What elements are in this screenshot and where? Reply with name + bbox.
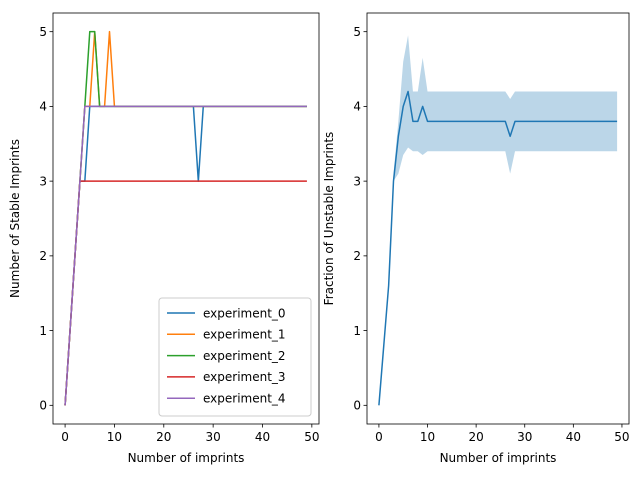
x-tick-label: 50 xyxy=(614,430,629,444)
legend-entry: experiment_2 xyxy=(203,349,286,363)
y-tick-label: 2 xyxy=(353,249,361,263)
x-tick-label: 0 xyxy=(61,430,69,444)
y-tick-label: 1 xyxy=(353,324,361,338)
confidence-band xyxy=(378,35,618,406)
x-axis-label: Number of imprints xyxy=(440,451,557,465)
axes-frame xyxy=(366,12,630,425)
legend-entry: experiment_3 xyxy=(203,370,286,384)
y-tick-label: 4 xyxy=(353,100,361,114)
y-axis-label: Number of Stable Imprints xyxy=(8,139,22,298)
y-tick-label: 3 xyxy=(39,174,47,188)
y-tick-label: 5 xyxy=(353,25,361,39)
x-tick-label: 10 xyxy=(107,430,122,444)
y-tick-label: 3 xyxy=(353,174,361,188)
x-tick-label: 20 xyxy=(468,430,483,444)
y-tick-label: 4 xyxy=(39,100,47,114)
y-axis-label: Fraction of Unstable Imprints xyxy=(322,132,336,306)
legend: experiment_0 experiment_1 experiment_2expe… xyxy=(158,297,312,417)
x-tick-label: 20 xyxy=(156,430,171,444)
x-tick-label: 50 xyxy=(304,430,319,444)
y-tick-label: 2 xyxy=(39,249,47,263)
x-tick-label: 10 xyxy=(420,430,435,444)
legend-entry: experiment_4 xyxy=(203,392,286,406)
unstable-imprints-chart: 0 10 20 30 40 50 0 1 2 3 4 5 Number of imprints Fract… xyxy=(322,12,630,465)
y-tick-label: 0 xyxy=(353,399,361,413)
axes-frame xyxy=(52,12,320,425)
x-tick-label: 30 xyxy=(517,430,532,444)
y-tick-label: 5 xyxy=(39,25,47,39)
y-tick-label: 0 xyxy=(39,399,47,413)
legend-entry: experiment_1 xyxy=(203,328,286,342)
x-axis-label: Number of imprints xyxy=(128,451,245,465)
mean-line xyxy=(378,90,618,406)
x-tick-label: 30 xyxy=(206,430,221,444)
series-line-experiment-4 xyxy=(64,105,307,406)
x-tick-label: 40 xyxy=(255,430,270,444)
y-tick-label: 1 xyxy=(39,324,47,338)
legend-box xyxy=(158,297,312,417)
legend-entry: experiment_0 xyxy=(203,306,286,320)
x-tick-label: 0 xyxy=(375,430,383,444)
x-tick-label: 40 xyxy=(566,430,581,444)
stable-imprints-chart: 0 10 20 30 40 50 0 1 2 3 4 5 Number of imprints Numbe… xyxy=(8,12,320,465)
